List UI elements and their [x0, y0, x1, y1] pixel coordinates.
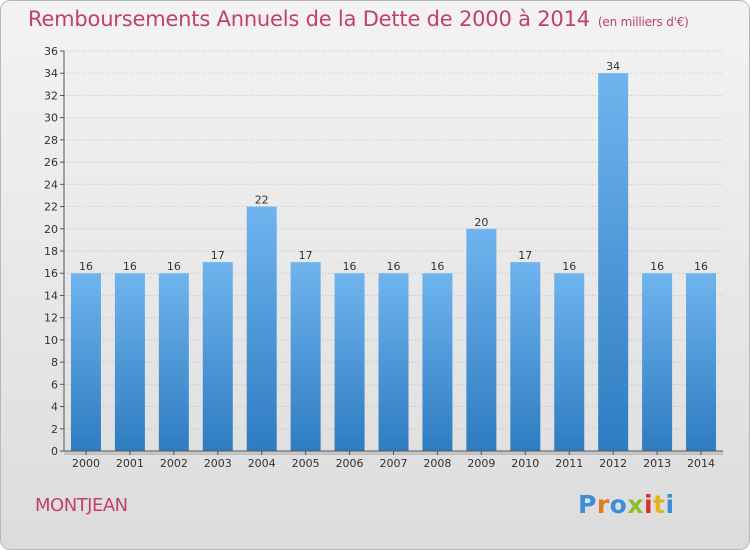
x-tick-label: 2011	[555, 457, 583, 470]
y-tick-label: 24	[44, 178, 58, 191]
bar-2008	[422, 273, 453, 451]
data-label: 16	[650, 260, 664, 273]
data-label: 20	[474, 216, 488, 229]
bar-2004	[246, 206, 277, 451]
data-label: 17	[518, 249, 532, 262]
x-tick-label: 2008	[423, 457, 451, 470]
data-label: 17	[211, 249, 225, 262]
x-tick-label: 2012	[599, 457, 627, 470]
y-tick-label: 16	[44, 267, 58, 280]
x-tick-label: 2005	[292, 457, 320, 470]
bar-2014	[686, 273, 717, 451]
y-tick-label: 20	[44, 223, 58, 236]
logo-letter: i	[644, 490, 654, 519]
y-tick-label: 6	[51, 378, 58, 391]
y-tick-label: 32	[44, 89, 58, 102]
bar-2012	[598, 73, 629, 451]
bar-2001	[114, 273, 145, 451]
data-label: 16	[79, 260, 93, 273]
y-tick-label: 36	[44, 45, 58, 58]
data-label: 16	[430, 260, 444, 273]
bar-2006	[334, 273, 365, 451]
data-label: 22	[255, 194, 269, 207]
x-tick-label: 2004	[248, 457, 276, 470]
data-label: 16	[387, 260, 401, 273]
proxiti-logo: Proxiti	[578, 490, 675, 519]
data-label: 17	[299, 249, 313, 262]
y-tick-label: 22	[44, 201, 58, 214]
y-tick-label: 30	[44, 112, 58, 125]
bar-2005	[290, 262, 321, 451]
x-tick-label: 2002	[160, 457, 188, 470]
logo-letter: o	[609, 490, 628, 519]
chart-title: Remboursements Annuels de la Dette de 20…	[28, 7, 689, 31]
data-label: 34	[606, 60, 620, 73]
bar-2009	[466, 228, 497, 451]
y-tick-label: 28	[44, 134, 58, 147]
bar-2000	[70, 273, 101, 451]
data-label: 16	[694, 260, 708, 273]
bar-2013	[642, 273, 673, 451]
y-tick-label: 14	[44, 289, 58, 302]
y-tick-label: 10	[44, 334, 58, 347]
bar-2007	[378, 273, 409, 451]
x-tick-label: 2014	[687, 457, 715, 470]
x-tick-label: 2010	[511, 457, 539, 470]
data-label: 16	[562, 260, 576, 273]
logo-letter: x	[627, 490, 644, 519]
x-tick-label: 2003	[204, 457, 232, 470]
bar-2011	[554, 273, 585, 451]
y-tick-label: 34	[44, 67, 58, 80]
y-tick-label: 2	[51, 423, 58, 436]
y-tick-label: 12	[44, 312, 58, 325]
chart-title-text: Remboursements Annuels de la Dette de 20…	[28, 7, 590, 31]
data-label: 16	[123, 260, 137, 273]
data-labels: 16 16 16 17 22 17 16 16 16 20 17 16 34 16 16	[79, 60, 708, 273]
bar-2010	[510, 262, 541, 451]
x-tick-label: 2009	[467, 457, 495, 470]
y-tick-label: 8	[51, 356, 58, 369]
x-tick-label: 2007	[380, 457, 408, 470]
x-tick-label: 2013	[643, 457, 671, 470]
commune-name: MONTJEAN	[35, 495, 128, 516]
x-tick-label: 2000	[72, 457, 100, 470]
y-tick-label: 26	[44, 156, 58, 169]
y-tick-label: 18	[44, 245, 58, 258]
data-label: 16	[343, 260, 357, 273]
bar-2002	[158, 273, 189, 451]
logo-letter: i	[665, 490, 675, 519]
data-label: 16	[167, 260, 181, 273]
logo-letter: P	[578, 490, 597, 519]
logo-letter: t	[653, 490, 666, 519]
x-tick-label: 2006	[336, 457, 364, 470]
chart-subtitle: (en milliers d'€)	[597, 15, 689, 29]
y-tick-label: 4	[51, 401, 58, 414]
logo-letter: r	[596, 490, 610, 519]
y-tick-label: 0	[51, 445, 58, 458]
x-tick-label: 2001	[116, 457, 144, 470]
bar-2003	[202, 262, 233, 451]
bars	[70, 73, 717, 451]
